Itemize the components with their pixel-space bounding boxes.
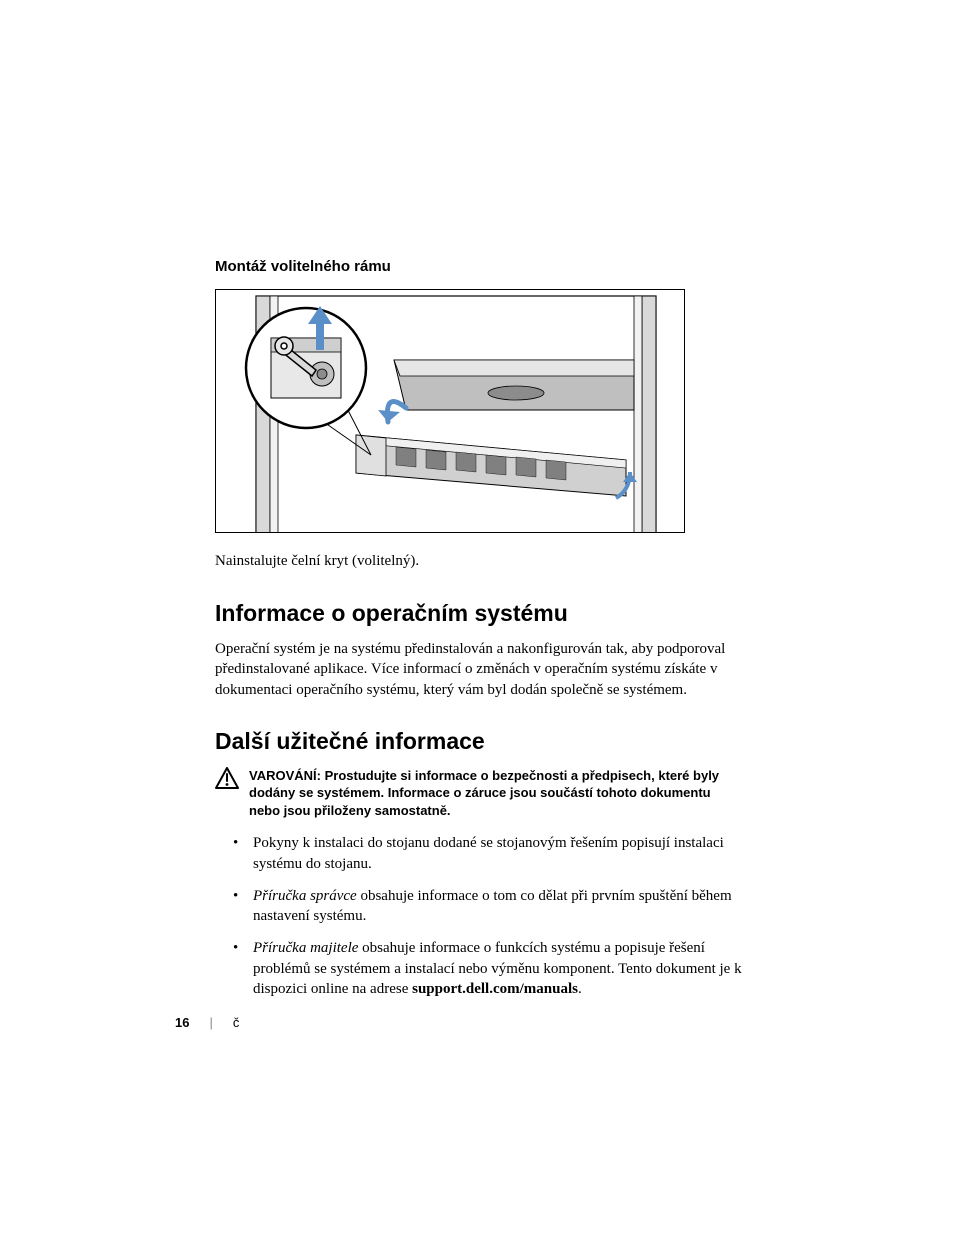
footer-label: č	[233, 1015, 240, 1030]
heading-more-info: Další užitečné informace	[215, 728, 745, 755]
page-content: Montáž volitelného rámu	[215, 258, 745, 1011]
bullet-3-italic: Příručka majitele	[253, 940, 358, 956]
warning-label: VAROVÁNÍ:	[249, 768, 321, 783]
bullet-2-italic: Příručka správce	[253, 888, 357, 904]
warning-text: VAROVÁNÍ: Prostudujte si informace o bez…	[249, 767, 745, 820]
bullet-3-link: support.dell.com/manuals	[412, 981, 578, 997]
os-info-paragraph: Operační systém je na systému předinstal…	[215, 639, 745, 700]
list-item: Příručka majitele obsahuje informace o f…	[233, 938, 745, 999]
list-item: Příručka správce obsahuje informace o to…	[233, 886, 745, 927]
section-title: Montáž volitelného rámu	[215, 258, 745, 275]
warning-triangle-icon	[215, 767, 239, 789]
warning-block: VAROVÁNÍ: Prostudujte si informace o bez…	[215, 767, 745, 820]
info-bullet-list: Pokyny k instalaci do stojanu dodané se …	[215, 833, 745, 999]
page-footer: 16 | č	[175, 1015, 239, 1030]
bezel-install-figure	[215, 289, 685, 533]
footer-separator: |	[209, 1015, 212, 1030]
figure-caption: Nainstalujte čelní kryt (volitelný).	[215, 551, 745, 572]
bullet-1-text: Pokyny k instalaci do stojanu dodané se …	[253, 835, 724, 871]
bullet-3-end: .	[578, 981, 582, 997]
heading-os-info: Informace o operačním systému	[215, 600, 745, 627]
page-number: 16	[175, 1015, 189, 1030]
list-item: Pokyny k instalaci do stojanu dodané se …	[233, 833, 745, 874]
